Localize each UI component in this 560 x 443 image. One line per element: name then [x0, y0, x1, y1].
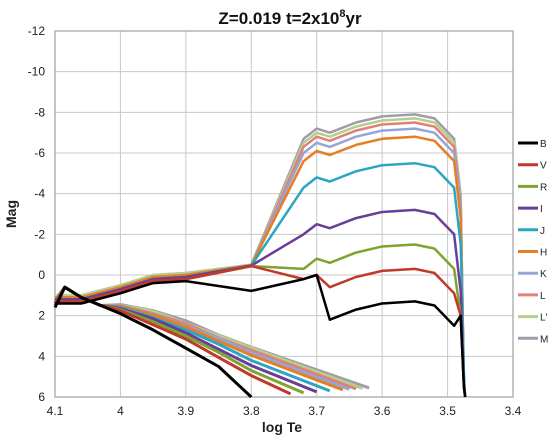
x-tick-label: 3.9 [178, 404, 195, 418]
series-line-giant [55, 135, 467, 398]
y-tick-label: -8 [34, 105, 45, 119]
y-tick-label: -10 [28, 65, 46, 79]
legend-label: I [540, 204, 543, 215]
series-line-giant [55, 273, 467, 398]
legend-label: R [540, 182, 547, 193]
x-axis-ticks: 4.1 4 3.9 3.8 3.7 3.6 3.5 3.4 [47, 404, 522, 418]
legend-label: H [540, 248, 547, 259]
legend-label: J [540, 226, 545, 237]
series-line-giant [55, 208, 467, 398]
chart-title: Z=0.019 t=2x108yr [218, 8, 362, 28]
legend-label: L' [540, 313, 548, 324]
y-tick-label: 4 [38, 349, 45, 363]
legend-label: B [540, 139, 547, 150]
series-B [53, 273, 467, 399]
y-tick-label: 0 [38, 268, 45, 282]
y-tick-label: -12 [28, 24, 46, 38]
x-tick-label: 4.1 [47, 404, 64, 418]
series-layer [53, 113, 467, 399]
y-axis-label: Mag [3, 200, 19, 228]
y-tick-label: 6 [38, 390, 45, 404]
legend-label: M [540, 334, 548, 345]
y-tick-label: 2 [38, 309, 45, 323]
y-axis-ticks: -12 -10 -8 -6 -4 -2 0 2 4 6 [28, 24, 46, 404]
x-tick-label: 3.5 [439, 404, 456, 418]
grid-lines [54, 30, 514, 398]
x-tick-label: 3.8 [243, 404, 260, 418]
series-line-giant [55, 161, 467, 398]
legend-label: L [540, 291, 546, 302]
y-tick-label: -4 [34, 187, 45, 201]
legend-label: V [540, 161, 547, 172]
x-tick-label: 4 [117, 404, 124, 418]
x-tick-label: 3.6 [374, 404, 391, 418]
x-axis-label: log Te [262, 419, 302, 435]
series-J [53, 161, 467, 398]
y-tick-label: -2 [34, 227, 45, 241]
plot-frame [54, 30, 514, 398]
legend-label: K [540, 269, 547, 280]
series-line-ms [53, 285, 253, 399]
x-tick-label: 3.4 [505, 404, 522, 418]
series-line-giant [55, 264, 467, 398]
y-tick-label: -6 [34, 146, 45, 160]
x-tick-label: 3.7 [308, 404, 325, 418]
